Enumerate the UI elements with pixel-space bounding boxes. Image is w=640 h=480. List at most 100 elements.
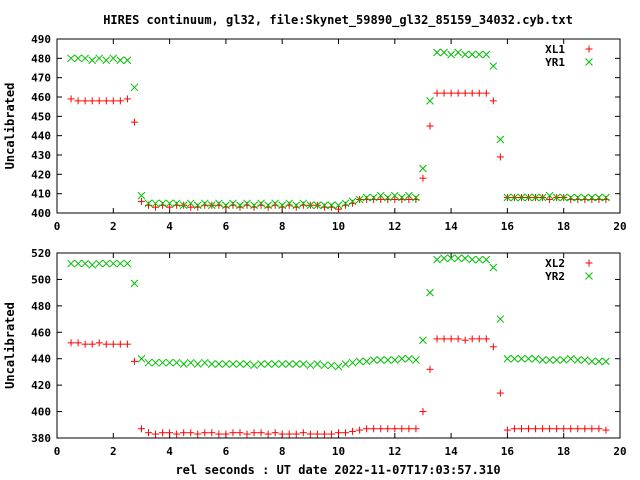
data-point [257, 199, 265, 208]
data-point-d2 [475, 50, 484, 59]
data-point [95, 339, 103, 347]
data-point-d2 [390, 356, 399, 364]
data-point [137, 197, 145, 205]
data-point [419, 336, 427, 345]
data-point [355, 195, 364, 204]
data-point [200, 199, 209, 208]
data-point-d2 [123, 56, 132, 65]
series-YR1 [67, 48, 610, 210]
data-point [475, 50, 484, 59]
data-point [130, 118, 138, 126]
data-point-d2 [390, 191, 399, 200]
data-point-d2 [419, 336, 427, 345]
data-point [391, 195, 399, 203]
data-point-d2 [285, 199, 294, 208]
data-point [566, 193, 575, 202]
data-point [74, 339, 82, 347]
data-point-d2 [165, 199, 174, 208]
data-point [546, 195, 554, 203]
data-point [602, 357, 610, 366]
data-point-d2 [264, 201, 272, 210]
data-point [102, 340, 110, 348]
data-point [376, 191, 385, 200]
data-point [250, 361, 258, 370]
data-point [257, 360, 265, 368]
data-point [595, 425, 603, 433]
legend-marker [585, 272, 593, 280]
data-point [81, 259, 90, 268]
data-point-d2 [545, 191, 554, 200]
data-point-d2 [67, 259, 75, 268]
data-point-d2 [67, 54, 75, 63]
data-point [67, 339, 75, 347]
data-point [158, 199, 167, 208]
data-point [95, 97, 103, 105]
series-YR2 [67, 254, 610, 371]
data-point [496, 153, 504, 161]
y-axis-label: Uncalibrated [3, 83, 17, 170]
data-point [299, 199, 308, 208]
data-point-d2 [193, 360, 202, 368]
data-point [468, 335, 476, 343]
data-point-d2 [482, 50, 491, 59]
data-point [362, 357, 371, 366]
data-point [137, 191, 146, 200]
data-point [342, 429, 350, 437]
data-point [546, 425, 554, 433]
x-tick-label: 4 [166, 220, 173, 233]
data-point [419, 174, 427, 182]
data-point [405, 195, 413, 203]
data-point [285, 199, 294, 208]
data-point [236, 360, 244, 368]
data-point [172, 199, 181, 208]
data-point [67, 259, 75, 268]
y-tick-label: 440 [31, 353, 51, 366]
data-point-d2 [250, 361, 258, 370]
data-point [454, 89, 462, 97]
data-point-d2 [151, 358, 160, 367]
data-point [383, 193, 392, 202]
data-point [580, 193, 589, 202]
plot-frame [56, 38, 621, 214]
legend-label: YR1 [545, 56, 565, 69]
data-point [475, 255, 484, 264]
data-point [454, 335, 462, 343]
data-point [370, 425, 378, 433]
data-point-d2 [334, 201, 343, 210]
data-point [349, 427, 357, 435]
data-point-d2 [271, 360, 280, 368]
data-point-d2 [130, 83, 139, 92]
data-point-d2 [524, 354, 533, 363]
data-point [510, 425, 518, 433]
data-point-d2 [405, 354, 413, 363]
data-point-d2 [573, 356, 582, 364]
data-point [341, 199, 350, 208]
data-point [215, 430, 223, 438]
data-point [306, 361, 315, 370]
data-point [356, 426, 364, 434]
data-point-d2 [602, 357, 610, 366]
data-point [88, 97, 96, 105]
data-point [461, 50, 470, 59]
data-point [250, 201, 258, 210]
top-panel: 0 2 4 6 8 10 12 14 16 18 20 400 410 420 430 440 450 460 47… [3, 33, 627, 233]
data-point-d2 [151, 199, 160, 208]
data-point-d2 [362, 193, 371, 202]
y-tick-label: 480 [31, 52, 51, 65]
data-point [377, 425, 385, 433]
data-point [574, 425, 582, 433]
data-point [81, 340, 89, 348]
x-tick-label: 0 [54, 220, 61, 233]
data-point [313, 201, 322, 210]
bottom-panel: 0 2 4 6 8 10 12 14 16 18 20 380 400 420 440 460 480 500 52… [3, 247, 627, 458]
data-point-d2 [250, 201, 258, 210]
data-point [81, 97, 89, 105]
data-point [271, 429, 279, 437]
legend-label: XL2 [545, 257, 565, 270]
data-point-d2 [165, 358, 174, 367]
legend-marker [585, 259, 593, 267]
data-point [531, 193, 540, 202]
data-point-d2 [278, 360, 287, 368]
data-point [517, 425, 525, 433]
